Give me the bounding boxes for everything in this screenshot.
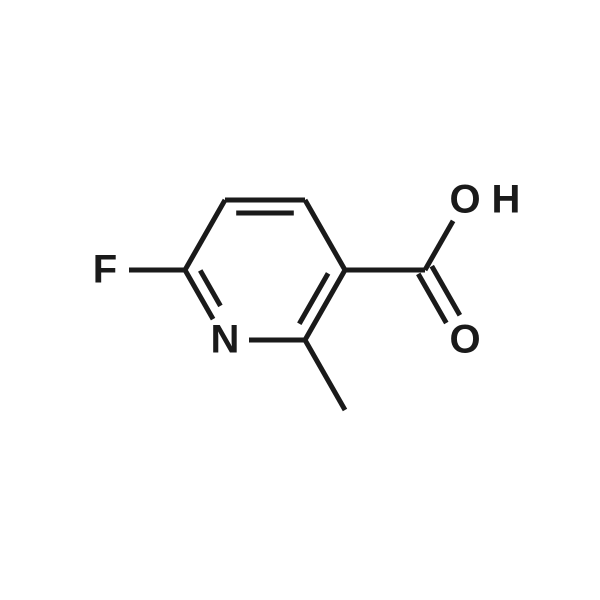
- background: [0, 0, 600, 600]
- atom-label-O2: O: [449, 178, 480, 222]
- atom-label-F: F: [93, 248, 117, 292]
- atom-label-O1: O: [449, 318, 480, 362]
- atom-label-H: H: [492, 178, 521, 222]
- atom-label-N: N: [211, 318, 240, 362]
- molecule-diagram: FNOOH: [0, 0, 600, 600]
